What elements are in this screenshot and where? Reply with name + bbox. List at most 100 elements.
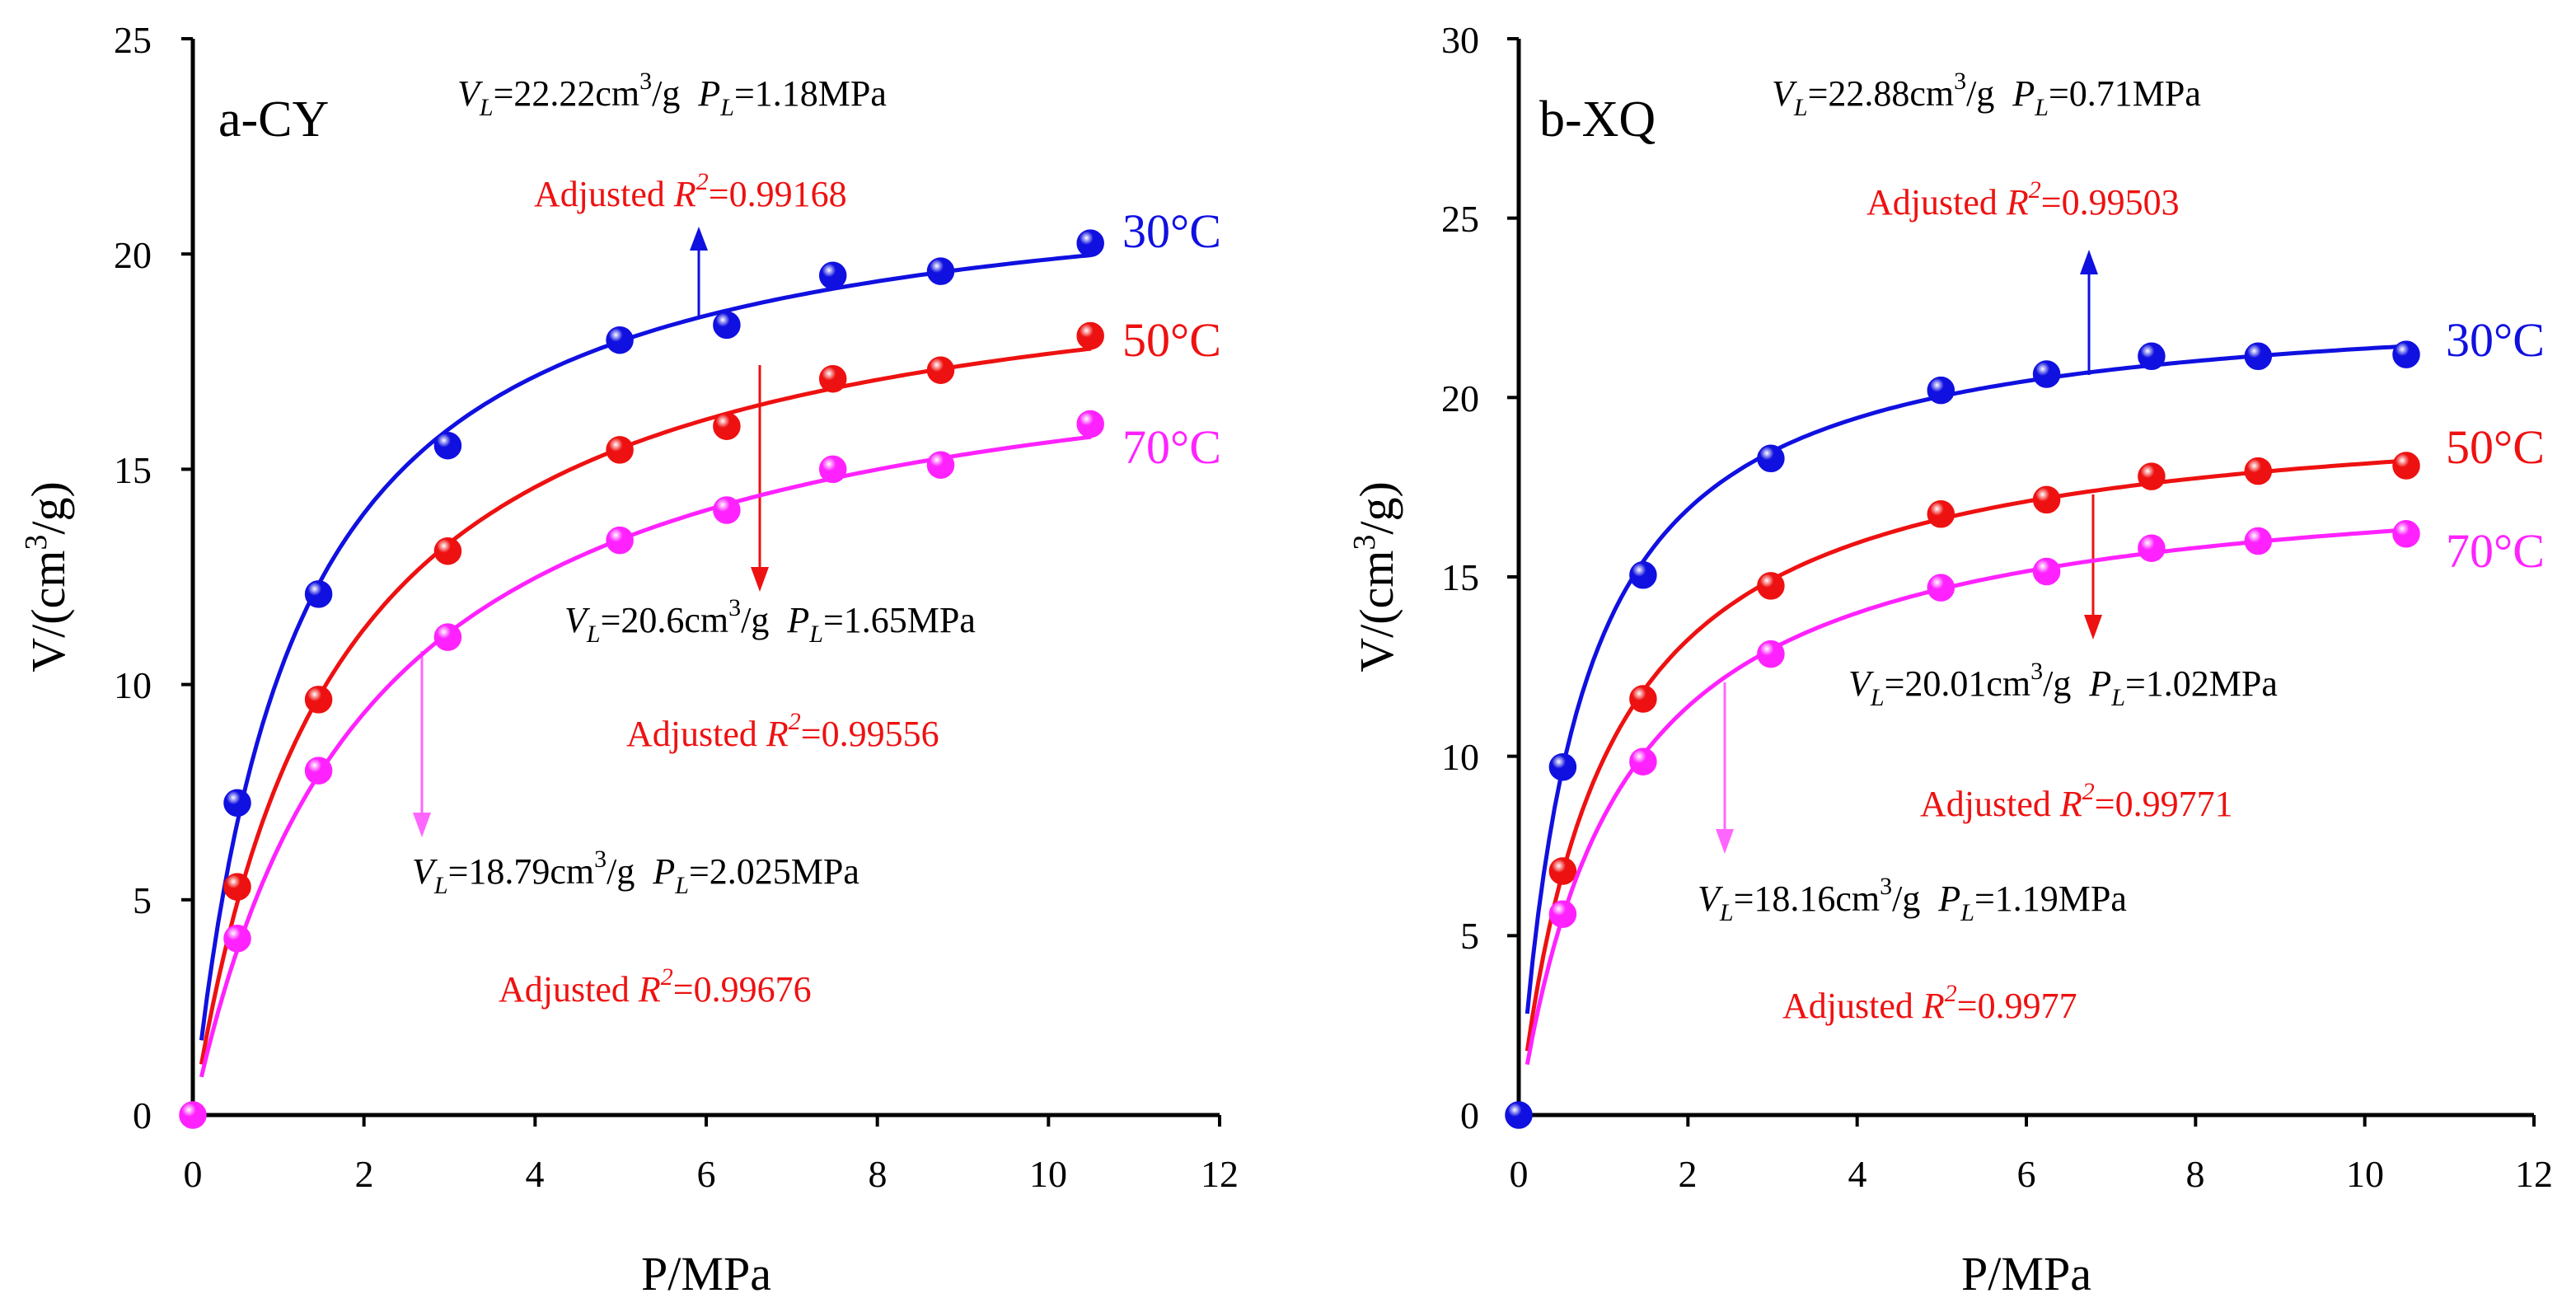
data-point-30c	[1927, 376, 1955, 405]
data-point-70c	[433, 623, 462, 651]
data-point-70c	[2392, 520, 2420, 548]
data-point-70c	[1076, 410, 1104, 438]
y-tick-label: 20	[114, 234, 152, 276]
x-tick-label: 2	[355, 1153, 374, 1195]
series-label-30c: 30°C	[1122, 204, 1221, 258]
data-point-70c	[818, 455, 847, 484]
data-point-70c	[1548, 900, 1577, 928]
data-point-30c	[1757, 444, 1785, 473]
arrow-head-50c	[751, 567, 769, 592]
x-tick-label: 6	[697, 1153, 716, 1195]
data-point-70c	[1927, 574, 1955, 602]
x-tick-label: 0	[1510, 1153, 1529, 1195]
x-tick-label: 10	[1029, 1153, 1067, 1195]
data-point-50c	[1629, 685, 1657, 713]
data-point-30c	[713, 311, 741, 340]
data-point-50c	[223, 873, 251, 901]
data-point-70c	[713, 496, 741, 524]
data-point-50c	[1548, 857, 1577, 885]
data-point-70c	[926, 451, 955, 479]
data-point-70c	[1757, 640, 1785, 668]
x-tick-label: 12	[1201, 1153, 1239, 1195]
data-point-70c	[2138, 534, 2166, 562]
y-tick-label: 5	[133, 879, 152, 921]
r2-30c: Adjusted R2=0.99503	[1866, 176, 2180, 223]
fit-params-30c: VL=22.22cm3/g PL=1.18MPa	[457, 68, 887, 121]
r2-50c: Adjusted R2=0.99771	[1920, 778, 2233, 824]
r2-50c: Adjusted R2=0.99556	[626, 708, 939, 754]
fit-params-70c: VL=18.16cm3/g PL=1.19MPa	[1698, 873, 2127, 926]
data-point-50c	[926, 356, 955, 384]
data-point-30c	[2244, 342, 2273, 371]
chart-panel-a: 0 2 4 6 8 10 12 0 5 10 15 20 25 P/MPa V/…	[19, 19, 1239, 1300]
y-tick-label: 10	[114, 664, 152, 706]
plot-area-a	[179, 229, 1104, 1129]
arrow-head-30c	[690, 227, 708, 251]
data-point-50c	[2138, 462, 2166, 490]
x-tick-label: 12	[2515, 1153, 2553, 1195]
data-point-50c	[1927, 500, 1955, 528]
chart-panel-b: 0 2 4 6 8 10 12 0 5 10 15 20 25 30 P/MPa…	[1347, 19, 2553, 1300]
y-tick-label: 0	[1460, 1094, 1479, 1136]
y-tick-label: 10	[1441, 736, 1479, 778]
x-axis-label: P/MPa	[1961, 1247, 2091, 1300]
data-point-30c	[606, 326, 634, 354]
series-label-50c: 50°C	[1122, 313, 1221, 367]
series-label-70c: 70°C	[2446, 524, 2545, 578]
data-point-70c	[2244, 527, 2273, 555]
data-point-30c	[223, 789, 251, 818]
series-label-70c: 70°C	[1122, 420, 1221, 474]
fit-params-50c: VL=20.01cm3/g PL=1.02MPa	[1848, 658, 2278, 711]
data-point-30c	[926, 257, 955, 285]
arrow-head-50c	[2084, 615, 2102, 640]
data-point-70c	[1629, 747, 1657, 775]
y-axis-label: V/(cm3/g)	[19, 481, 75, 672]
data-point-70c	[223, 925, 251, 953]
data-point-30c	[1505, 1101, 1533, 1129]
data-point-50c	[1757, 572, 1785, 600]
series-label-30c: 30°C	[2446, 313, 2545, 367]
data-point-50c	[2032, 485, 2061, 514]
r2-70c: Adjusted R2=0.9977	[1782, 980, 2077, 1026]
y-tick-label: 30	[1441, 19, 1479, 61]
y-tick-label: 0	[133, 1094, 152, 1136]
data-point-30c	[1076, 229, 1104, 257]
tick-marks-a	[181, 37, 1221, 1127]
panel-label: b-XQ	[1539, 91, 1656, 148]
arrow-head-70c	[1716, 829, 1734, 854]
fit-params-50c: VL=20.6cm3/g PL=1.65MPa	[564, 594, 976, 648]
y-tick-label: 25	[114, 19, 152, 61]
data-point-30c	[2032, 360, 2061, 388]
y-tick-label: 5	[1460, 915, 1479, 957]
data-point-50c	[1076, 321, 1104, 350]
x-tick-label: 2	[1679, 1153, 1698, 1195]
data-point-70c	[606, 526, 634, 555]
series-label-50c: 50°C	[2446, 420, 2545, 474]
data-point-50c	[2392, 452, 2420, 480]
data-point-50c	[2244, 457, 2273, 485]
data-point-70c	[304, 757, 333, 785]
data-point-30c	[818, 261, 847, 290]
y-tick-label: 15	[1441, 556, 1479, 598]
data-point-50c	[304, 686, 333, 714]
fit-params-30c: VL=22.88cm3/g PL=0.71MPa	[1772, 68, 2201, 121]
data-point-50c	[713, 412, 741, 440]
arrow-head-30c	[2080, 250, 2098, 274]
x-tick-label: 4	[1848, 1153, 1867, 1195]
r2-70c: Adjusted R2=0.99676	[499, 963, 812, 1010]
data-point-30c	[1629, 561, 1657, 589]
data-point-70c	[179, 1101, 207, 1129]
data-point-50c	[433, 537, 462, 565]
x-tick-label: 4	[526, 1153, 545, 1195]
y-tick-label: 20	[1441, 377, 1479, 419]
fit-curve-50c	[1525, 458, 2408, 1052]
data-point-30c	[304, 580, 333, 608]
data-point-30c	[433, 431, 462, 460]
y-tick-label: 25	[1441, 198, 1479, 240]
r2-30c: Adjusted R2=0.99168	[534, 168, 847, 214]
data-point-30c	[2392, 340, 2420, 368]
arrow-head-70c	[413, 813, 431, 837]
x-tick-label: 0	[184, 1153, 203, 1195]
x-tick-label: 8	[869, 1153, 888, 1195]
data-point-30c	[1548, 752, 1577, 781]
